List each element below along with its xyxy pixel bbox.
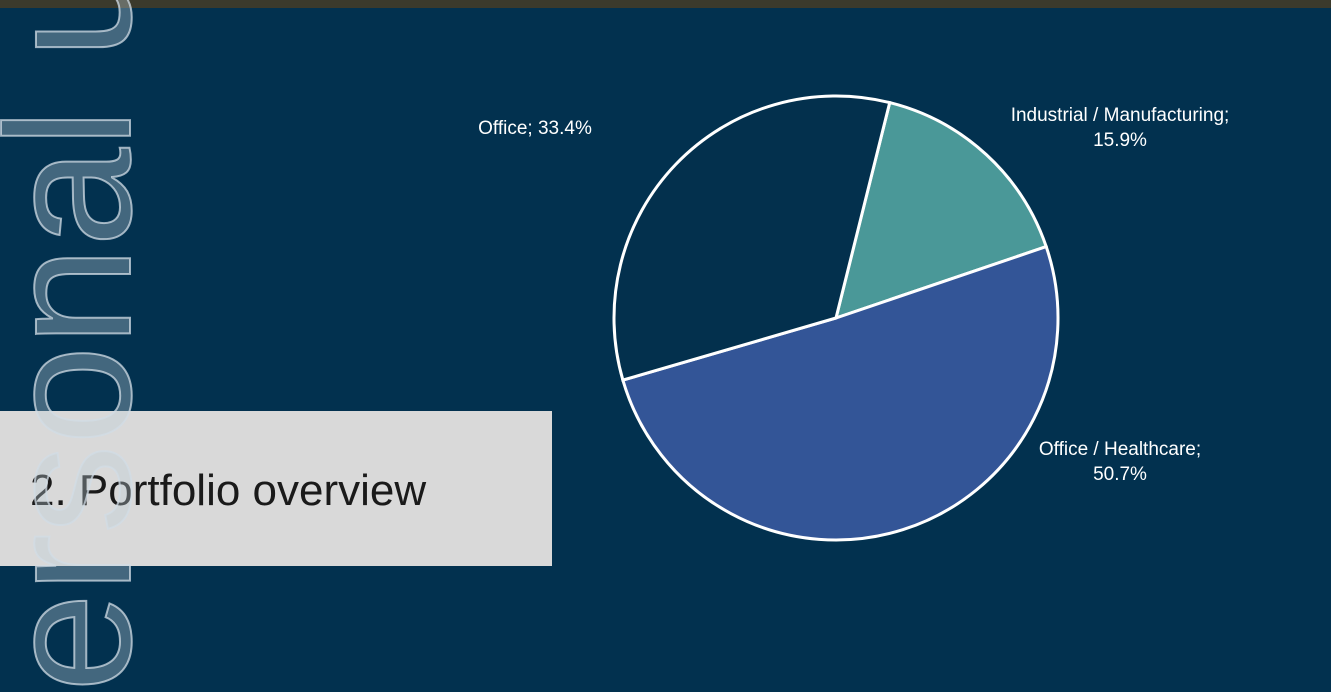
- heading: 2. Portfolio overview: [30, 466, 426, 515]
- heading-box: [0, 411, 552, 566]
- slice-label: Office; 33.4%: [478, 118, 592, 139]
- slice-label: Industrial / Manufacturing; 15.9%: [1010, 105, 1230, 151]
- top-strip: [0, 0, 1331, 8]
- pie-slice: [612, 94, 892, 382]
- watermark: ersonal us: [0, 0, 168, 692]
- pie: [612, 94, 1060, 542]
- slice-label: Office / Healthcare; 50.7%: [1038, 439, 1202, 485]
- pie-slice: [620, 244, 1060, 542]
